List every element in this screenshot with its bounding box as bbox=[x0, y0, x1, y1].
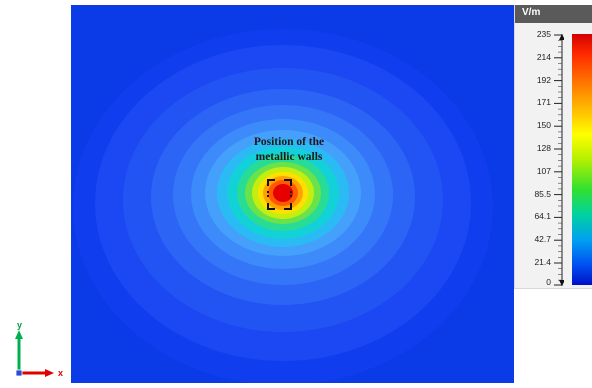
legend-tick: 107 bbox=[536, 166, 551, 176]
field-distribution-plot bbox=[71, 5, 514, 385]
legend-tick: 85.5 bbox=[534, 189, 551, 199]
legend-max-marker-icon bbox=[559, 34, 564, 40]
legend-tick: 0 bbox=[546, 277, 551, 287]
metallic-walls-annotation: Position of the metallic walls bbox=[229, 135, 349, 165]
color-legend: V/m 235 214 192 171 150 bbox=[514, 5, 592, 289]
legend-header: V/m bbox=[515, 5, 592, 23]
metallic-walls-marker bbox=[267, 179, 292, 210]
axis-y-arrow-icon bbox=[15, 330, 23, 339]
legend-tick: 21.4 bbox=[534, 257, 551, 267]
legend-min-marker-icon bbox=[559, 280, 564, 286]
legend-tick: 128 bbox=[536, 143, 551, 153]
legend-tick: 214 bbox=[536, 52, 551, 62]
field-contours bbox=[71, 5, 514, 385]
annotation-line-2: metallic walls bbox=[255, 151, 323, 163]
axis-y-label: y bbox=[17, 320, 22, 330]
legend-tick: 235 bbox=[536, 29, 551, 39]
legend-tick: 42.7 bbox=[534, 234, 551, 244]
axis-origin-icon bbox=[15, 369, 23, 377]
axis-x-arrow-icon bbox=[45, 369, 54, 377]
legend-tick: 64.1 bbox=[534, 211, 551, 221]
legend-tick: 150 bbox=[536, 120, 551, 130]
legend-tick: 171 bbox=[536, 97, 551, 107]
axis-x-label: x bbox=[58, 368, 63, 378]
coordinate-axes: y x bbox=[15, 320, 63, 378]
legend-tick: 192 bbox=[536, 75, 551, 85]
legend-unit: V/m bbox=[522, 7, 541, 18]
legend-color-bar bbox=[572, 34, 592, 285]
annotation-line-1: Position of the bbox=[253, 136, 325, 148]
legend-ruler bbox=[554, 34, 564, 286]
